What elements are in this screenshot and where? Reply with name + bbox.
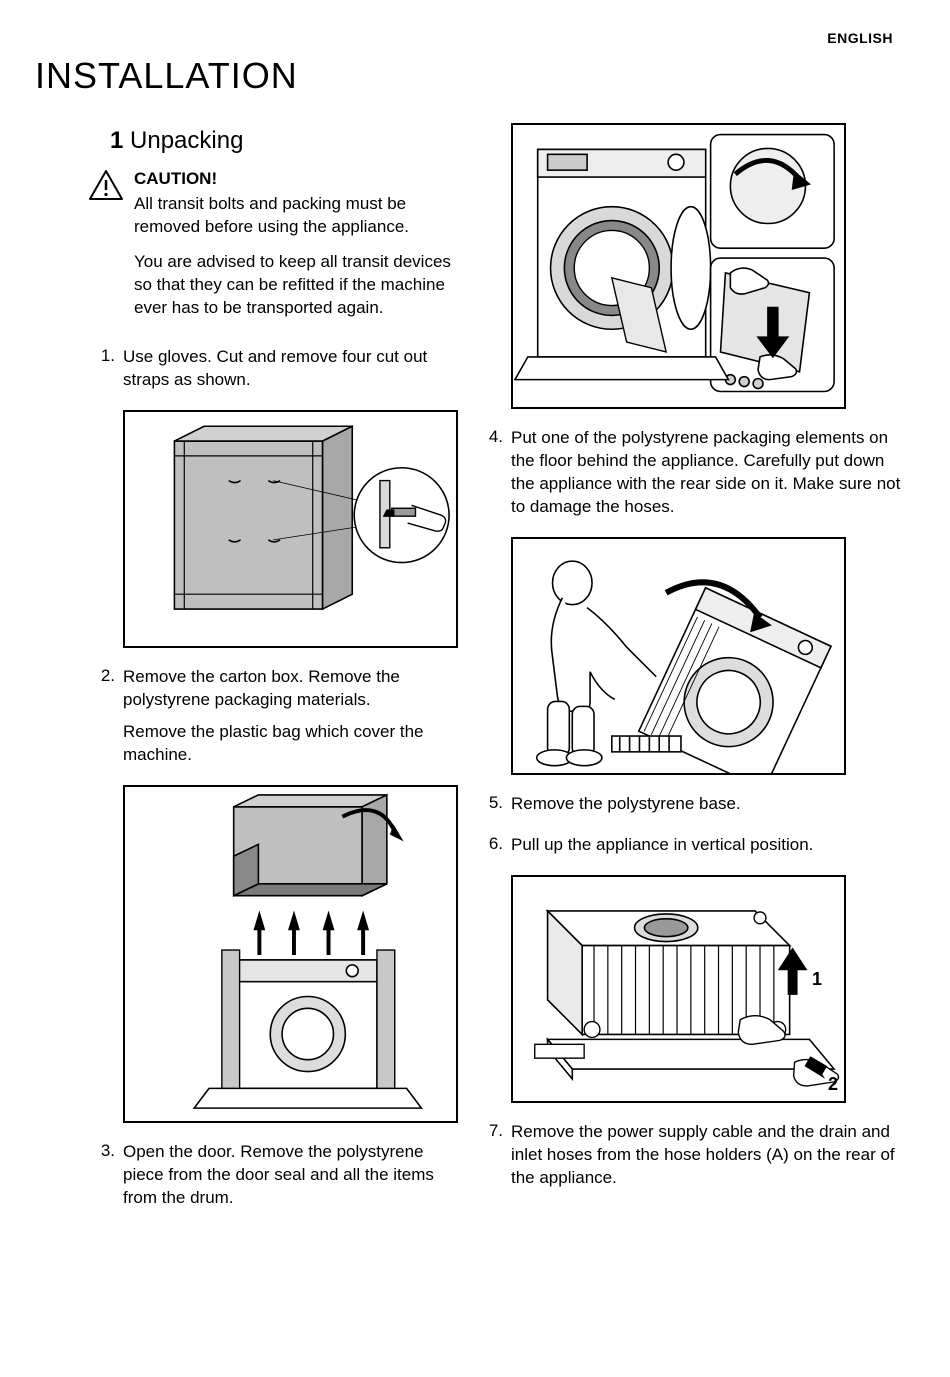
step-5: 5. Remove the polystyrene base.	[481, 793, 905, 826]
caution-para-2: You are advised to keep all transit devi…	[134, 251, 458, 320]
figure-5-remove-base: 1 2	[511, 875, 846, 1103]
figure-label-2: 2	[828, 1074, 838, 1095]
figure-1-cut-straps	[123, 410, 458, 648]
figure-4-lay-down	[511, 537, 846, 775]
step-1: 1. Use gloves. Cut and remove four cut o…	[93, 346, 458, 402]
step-number: 5.	[481, 793, 503, 826]
caution-label: CAUTION!	[134, 169, 458, 189]
section-heading: 1 Unpacking	[110, 127, 458, 155]
step-number: 2.	[93, 666, 115, 778]
step-text: Pull up the appliance in vertical positi…	[511, 834, 905, 857]
caution-para-1: All transit bolts and packing must be re…	[134, 193, 458, 239]
step-number: 1.	[93, 346, 115, 402]
step-text: Open the door. Remove the polystyrene pi…	[123, 1141, 458, 1210]
step-number: 3.	[93, 1141, 115, 1220]
left-column: 1 Unpacking CAUTION! All transit bolts a…	[35, 127, 458, 1228]
step-text: Use gloves. Cut and remove four cut out …	[123, 346, 458, 392]
caution-icon	[88, 169, 124, 201]
caution-text: CAUTION! All transit bolts and packing m…	[134, 169, 458, 332]
language-indicator: ENGLISH	[827, 30, 893, 46]
step-2: 2. Remove the carton box. Remove the pol…	[93, 666, 458, 778]
step-number: 4.	[481, 427, 503, 529]
page-title: INSTALLATION	[35, 55, 905, 97]
step-6: 6. Pull up the appliance in vertical pos…	[481, 834, 905, 867]
step-3: 3. Open the door. Remove the polystyrene…	[93, 1141, 458, 1220]
right-column: 4. Put one of the polystyrene packaging …	[488, 127, 905, 1228]
step-text: Remove the plastic bag which cover the m…	[123, 721, 458, 767]
figure-label-1: 1	[812, 969, 822, 990]
caution-block: CAUTION! All transit bolts and packing m…	[88, 169, 458, 332]
step-number: 6.	[481, 834, 503, 867]
content-columns: 1 Unpacking CAUTION! All transit bolts a…	[35, 127, 905, 1228]
step-4: 4. Put one of the polystyrene packaging …	[481, 427, 905, 529]
section-number: 1	[110, 127, 123, 154]
step-text: Put one of the polystyrene packaging ele…	[511, 427, 905, 519]
step-7: 7. Remove the power supply cable and the…	[481, 1121, 905, 1200]
figure-2-remove-carton	[123, 785, 458, 1123]
step-text: Remove the power supply cable and the dr…	[511, 1121, 905, 1190]
figure-3-open-door	[511, 123, 846, 409]
step-text: Remove the carton box. Remove the polyst…	[123, 666, 458, 712]
section-title: Unpacking	[130, 127, 243, 154]
step-text: Remove the polystyrene base.	[511, 793, 905, 816]
step-number: 7.	[481, 1121, 503, 1200]
